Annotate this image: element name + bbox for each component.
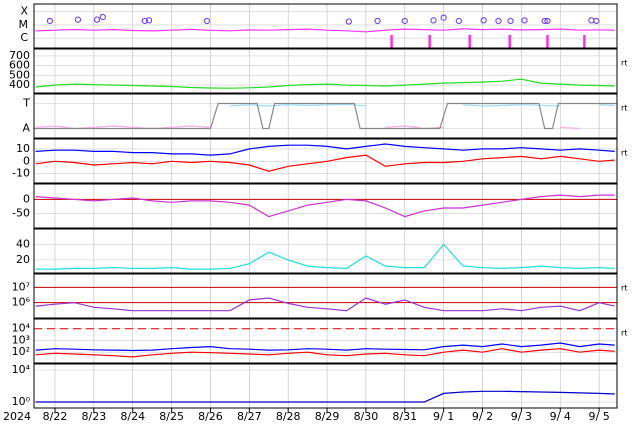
x-tick-label: 8/22	[43, 410, 68, 423]
panel-frame	[33, 138, 618, 184]
y-tick-label: A	[22, 122, 30, 135]
year-label: 2024	[3, 410, 31, 423]
flare-marker	[455, 17, 462, 25]
flare-marker	[141, 17, 148, 25]
x-tick-label: 8/29	[315, 410, 340, 423]
panel-frame	[33, 48, 618, 94]
y-tick-label: 10⁰	[12, 395, 31, 408]
x-tick-label: 8/24	[120, 410, 145, 423]
panel-bg	[34, 184, 617, 228]
y-tick-label: 500	[9, 68, 30, 81]
series-line	[35, 194, 615, 218]
flare-marker	[99, 13, 106, 21]
y-tick-label: 10³	[12, 333, 30, 346]
y-tick-label: -50	[12, 207, 30, 220]
y-tick-label: 10	[16, 142, 30, 155]
x-tick-label: 8/28	[276, 410, 301, 423]
series-line	[35, 297, 615, 312]
panel-frame	[33, 3, 618, 49]
y-tick-label: 40	[16, 237, 30, 250]
panel-frame	[33, 93, 618, 139]
series-line	[35, 78, 615, 89]
x-tick-label: 9/ 4	[550, 410, 571, 423]
flare-marker	[74, 16, 82, 23]
y-tick-label: 0	[23, 192, 30, 205]
flare-marker	[521, 17, 528, 24]
y-tick-label: 600	[9, 59, 30, 72]
flare-marker	[507, 17, 514, 25]
y-tick-label: 10⁶	[12, 296, 31, 309]
side-label: rt	[621, 329, 627, 338]
series-line	[229, 103, 615, 107]
y-tick-label: 10⁴	[12, 322, 31, 335]
flare-marker	[541, 17, 548, 25]
side-label: rt	[621, 284, 627, 293]
panel-bg	[34, 4, 617, 48]
series-line	[35, 28, 615, 33]
x-tick-label: 8/23	[82, 410, 107, 423]
y-tick-label: 700	[9, 49, 30, 62]
flare-marker	[593, 17, 600, 25]
panel-bg	[34, 49, 617, 93]
y-tick-label: 20	[16, 253, 30, 266]
flare-marker	[495, 17, 502, 25]
y-tick-label: T	[22, 97, 30, 110]
side-label: rt	[621, 104, 627, 113]
x-tick-label: 9/ 5	[589, 410, 610, 423]
y-tick-label: C	[20, 31, 28, 44]
y-tick-label: 10²	[12, 345, 30, 358]
x-tick-label: 9/ 2	[472, 410, 493, 423]
x-tick-label: 8/31	[392, 410, 417, 423]
side-label: rt	[621, 59, 627, 68]
flare-marker	[203, 17, 211, 25]
side-label: rt	[621, 149, 627, 158]
x-tick-label: 8/26	[198, 410, 223, 423]
flare-marker	[480, 17, 487, 24]
flare-marker	[430, 17, 437, 24]
series-line	[35, 342, 615, 352]
x-tick-label: 8/30	[354, 410, 379, 423]
flare-marker	[544, 17, 551, 25]
x-tick-label: 8/25	[159, 410, 184, 423]
flare-marker	[93, 16, 101, 23]
panel-bg	[34, 274, 617, 318]
series-line	[35, 348, 615, 358]
y-tick-label: M	[19, 18, 29, 31]
series-line	[34, 102, 617, 130]
flare-marker	[46, 17, 54, 25]
panel-bg	[34, 229, 617, 273]
series-line	[35, 154, 615, 172]
x-tick-label: 8/27	[237, 410, 262, 423]
panel-bg	[34, 94, 617, 138]
y-tick-label: 0	[23, 154, 30, 167]
flare-marker	[374, 17, 381, 25]
series-line	[35, 143, 615, 156]
x-tick-label: 9/ 1	[433, 410, 454, 423]
y-tick-label: 400	[9, 78, 30, 91]
flare-marker	[145, 17, 153, 24]
panel-frame	[33, 273, 618, 319]
flare-marker	[401, 17, 408, 25]
panel-bg	[34, 364, 617, 408]
series-line	[35, 390, 615, 403]
panel-frame	[33, 318, 618, 364]
series-line	[35, 243, 615, 270]
panel-frame	[33, 183, 618, 229]
panel-frame	[33, 363, 618, 409]
panel-frame	[33, 228, 618, 274]
y-tick-label: 10⁴	[12, 363, 31, 376]
panel-bg	[34, 319, 617, 363]
flare-marker	[345, 18, 352, 25]
x-tick-label: 9/ 3	[511, 410, 532, 423]
y-tick-label: X	[20, 5, 28, 18]
y-tick-label: -10	[12, 167, 30, 180]
y-tick-label: 10⁷	[12, 280, 30, 293]
flare-marker	[440, 14, 447, 21]
